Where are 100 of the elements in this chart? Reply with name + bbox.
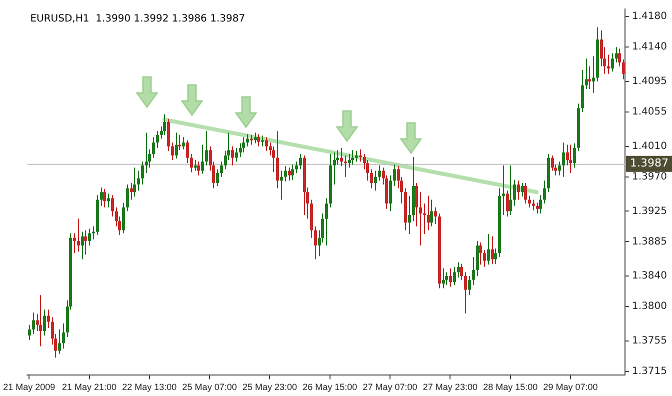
candlestick: [246, 134, 249, 147]
candlestick: [137, 170, 140, 192]
candlestick: [152, 136, 155, 158]
candlestick: [39, 294, 42, 347]
candlestick: [58, 328, 61, 354]
candlestick: [573, 142, 576, 168]
x-tick-label: 26 May 15:00: [302, 382, 358, 392]
candlestick: [126, 184, 129, 212]
candlestick: [494, 248, 497, 264]
candlestick: [524, 182, 527, 204]
candlestick: [562, 142, 565, 178]
y-tick-label: 1.4140: [632, 42, 668, 53]
candlestick: [472, 256, 475, 286]
ref-line-label: 1.3987: [630, 156, 669, 170]
candlestick: [280, 170, 283, 200]
candlestick: [201, 144, 204, 174]
candlestick: [141, 161, 144, 185]
y-tick-label: 1.4055: [632, 106, 668, 118]
candlestick: [272, 146, 275, 173]
candlestick: [479, 242, 482, 266]
candlestick: [487, 234, 490, 266]
candlestick: [100, 187, 103, 206]
candlestick: [77, 218, 80, 252]
candlestick: [344, 154, 347, 178]
candlestick: [506, 190, 509, 218]
candlestick: [521, 182, 524, 198]
candlestick: [254, 132, 257, 144]
candlestick: [607, 54, 610, 74]
candlestick: [509, 164, 512, 216]
candlestick: [145, 132, 148, 174]
candlestick: [107, 193, 110, 208]
candlestick: [615, 46, 618, 63]
candlestick: [130, 182, 133, 200]
candlestick: [265, 136, 268, 152]
candlestick: [81, 231, 84, 260]
candlestick: [325, 198, 328, 246]
candlestick: [111, 194, 114, 218]
candlestick: [355, 150, 358, 162]
candlestick: [569, 144, 572, 174]
candlestick: [611, 52, 614, 72]
candlestick: [468, 276, 471, 296]
y-tick-label: 1.3970: [632, 171, 668, 182]
candlestick: [197, 161, 200, 176]
candlestick: [92, 226, 95, 240]
candlestick: [543, 180, 546, 204]
candlestick: [333, 152, 336, 185]
candlestick: [581, 70, 584, 112]
candlestick: [423, 203, 426, 235]
x-tick-label: 22 May 13:00: [122, 382, 177, 392]
candlestick: [536, 202, 539, 214]
candlestick: [558, 161, 561, 176]
candlestick: [175, 132, 178, 160]
candlestick: [47, 309, 50, 328]
candlestick: [430, 199, 433, 227]
y-tick-label: 1.3925: [632, 206, 668, 217]
candlestick: [434, 206, 437, 225]
candlestick: [528, 195, 531, 208]
candlestick: [340, 147, 343, 167]
x-tick-label: 27 May 07:00: [362, 382, 418, 392]
candlestick: [374, 170, 377, 192]
candlestick: [261, 135, 264, 147]
candlestick: [551, 154, 554, 172]
candlestick: [242, 136, 245, 153]
candlestick: [291, 164, 294, 180]
candlestick: [517, 180, 520, 200]
candlestick: [178, 134, 181, 151]
y-tick-label: 1.3755: [632, 335, 668, 346]
candlestick: [186, 140, 189, 164]
candlestick: [163, 114, 166, 136]
candlestick: [513, 179, 516, 206]
candlestick: [231, 146, 234, 166]
y-tick-label: 1.4095: [632, 76, 668, 88]
y-tick-label: 1.4010: [632, 140, 668, 152]
text: EURUSD,H1 1.3990 1.3992 1.3986 1.3987: [30, 14, 246, 25]
candlestick: [216, 168, 219, 186]
candlestick: [122, 202, 125, 234]
candlestick: [220, 161, 223, 178]
candlestick: [445, 272, 448, 286]
y-tick-label: 1.3885: [632, 236, 668, 248]
y-tick-label: 1.3840: [632, 270, 668, 282]
candlestick: [288, 167, 291, 182]
candlestick: [62, 322, 65, 349]
candlestick: [442, 268, 445, 289]
candlestick: [257, 134, 260, 147]
candlestick: [43, 309, 46, 336]
x-tick-label: 29 May 07:00: [543, 382, 598, 392]
candlestick: [88, 228, 91, 246]
candlestick: [250, 134, 253, 146]
candlestick: [156, 130, 159, 148]
candlestick: [464, 272, 467, 314]
candlestick: [276, 130, 279, 189]
y-tick-label: 1.4180: [632, 11, 668, 22]
candlestick: [539, 194, 542, 214]
candlestick: [182, 136, 185, 150]
candlestick: [453, 266, 456, 286]
x-tick-label: 21 May 2009: [3, 382, 56, 392]
candlestick: [585, 58, 588, 90]
x-tick-label: 25 May 07:00: [182, 382, 237, 392]
candlestick: [622, 58, 625, 80]
candlestick: [314, 226, 317, 260]
